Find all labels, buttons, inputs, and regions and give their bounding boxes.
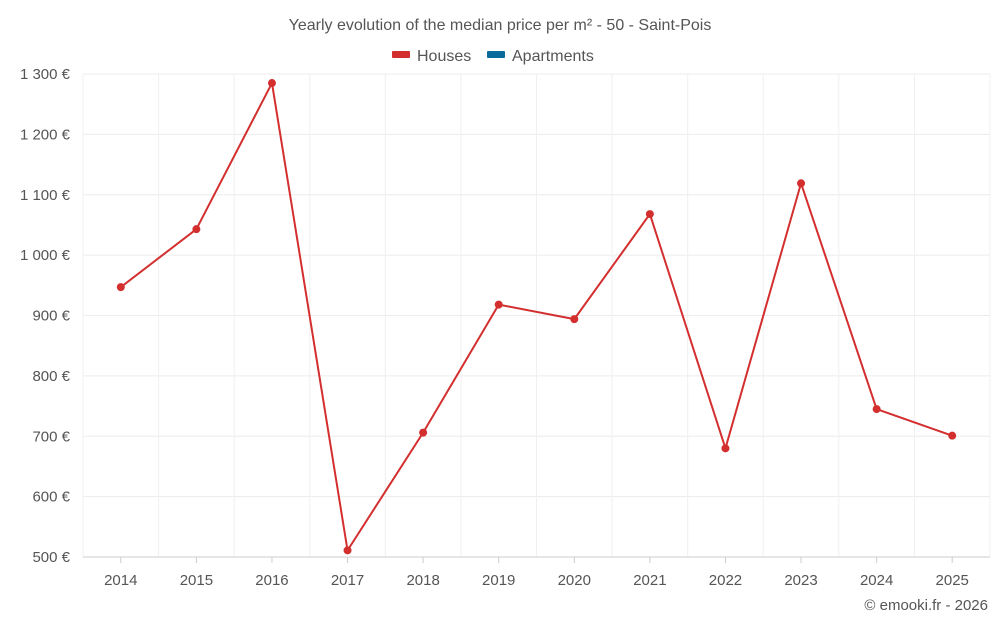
legend-item-apartments[interactable]: Apartments — [487, 48, 594, 65]
series-layer — [116, 79, 957, 555]
data-point-houses-2018[interactable] — [419, 428, 428, 437]
x-tick-label: 2015 — [180, 572, 213, 589]
data-point-houses-2022[interactable] — [721, 444, 730, 453]
x-tick-label: 2023 — [784, 572, 817, 589]
data-point-houses-2015[interactable] — [192, 225, 201, 234]
data-point-houses-2019[interactable] — [494, 300, 503, 309]
x-tick-label: 2019 — [482, 572, 515, 589]
legend: Houses Apartments — [392, 48, 594, 65]
x-tick-label: 2024 — [860, 572, 893, 589]
y-tick-label: 1 300 € — [20, 66, 71, 83]
legend-swatch-houses — [392, 51, 410, 58]
y-tick-label: 1 200 € — [20, 126, 71, 143]
x-tick-label: 2021 — [633, 572, 666, 589]
x-tick-label: 2025 — [936, 572, 969, 589]
x-axis: 2014 2015 2016 2017 2018 2019 2020 2021 2022 2023… — [83, 556, 990, 589]
y-tick-label: 600 € — [32, 489, 70, 506]
data-point-houses-2016[interactable] — [267, 79, 276, 88]
credit-text: © emooki.fr - 2026 — [864, 597, 988, 614]
grid — [82, 73, 991, 558]
legend-label-houses: Houses — [417, 48, 471, 65]
x-tick-label: 2017 — [331, 572, 364, 589]
legend-label-apartments: Apartments — [512, 48, 594, 65]
data-point-houses-2020[interactable] — [570, 315, 579, 324]
x-tick-label: 2016 — [255, 572, 288, 589]
x-tick-label: 2018 — [406, 572, 439, 589]
data-point-houses-2017[interactable] — [343, 546, 352, 555]
data-point-houses-2023[interactable] — [797, 179, 806, 188]
data-point-houses-2024[interactable] — [872, 405, 881, 414]
x-tick-label: 2020 — [558, 572, 591, 589]
y-tick-label: 1 000 € — [20, 247, 71, 264]
y-tick-label: 1 100 € — [20, 187, 71, 204]
x-tick-label: 2014 — [104, 572, 137, 589]
y-tick-label: 900 € — [32, 308, 70, 325]
legend-item-houses[interactable]: Houses — [392, 48, 471, 65]
y-tick-label: 800 € — [32, 368, 70, 385]
data-point-houses-2025[interactable] — [948, 431, 957, 440]
y-tick-label: 500 € — [32, 549, 70, 566]
legend-swatch-apartments — [487, 51, 505, 58]
chart-title: Yearly evolution of the median price per… — [289, 17, 712, 34]
data-point-houses-2014[interactable] — [116, 283, 125, 292]
series-line-houses — [120, 82, 953, 552]
y-tick-label: 700 € — [32, 428, 70, 445]
data-point-houses-2021[interactable] — [645, 210, 654, 219]
x-tick-label: 2022 — [709, 572, 742, 589]
y-axis: 500 € 600 € 700 € 800 € 900 € 1 000 € 1 100 € 1… — [20, 66, 71, 566]
